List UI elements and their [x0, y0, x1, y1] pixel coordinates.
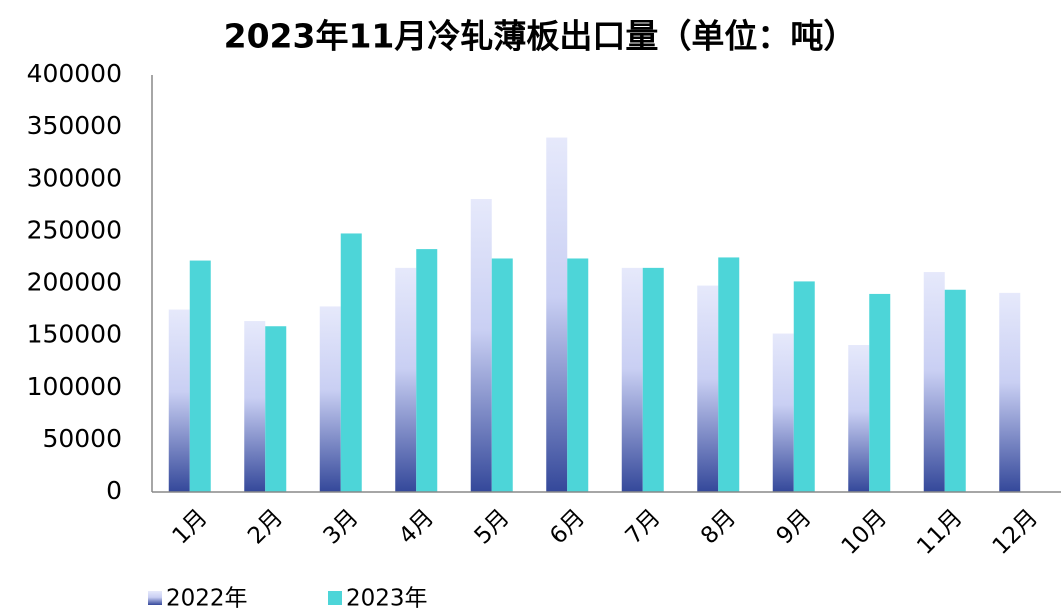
y-tick-label: 300000: [27, 163, 122, 192]
x-tick-label: 6月: [545, 504, 590, 549]
bar: [265, 326, 287, 492]
bar: [869, 293, 891, 492]
x-tick-label: 4月: [394, 504, 439, 549]
chart-title: 2023年11月冷轧薄板出口量（单位：吨）: [224, 17, 857, 56]
bar: [923, 272, 945, 492]
bar: [319, 306, 341, 492]
x-tick-label: 8月: [696, 504, 741, 549]
bar: [642, 267, 664, 492]
x-tick-label: 9月: [772, 504, 817, 549]
x-tick-label: 12月: [988, 504, 1043, 559]
x-tick-label: 3月: [319, 504, 364, 549]
y-tick-label: 50000: [42, 424, 122, 453]
bar: [491, 258, 513, 492]
x-tick-label: 11月: [912, 504, 967, 559]
y-tick-label: 150000: [27, 320, 122, 349]
y-tick-label: 400000: [27, 59, 122, 88]
y-tick-label: 0: [106, 476, 122, 505]
bar: [999, 292, 1021, 492]
bar: [395, 267, 417, 492]
bar: [793, 281, 815, 492]
bar: [718, 257, 740, 492]
y-tick-label: 200000: [27, 268, 122, 297]
x-tick-label: 5月: [470, 504, 515, 549]
bar: [168, 309, 190, 492]
legend-label: 2022年: [166, 586, 248, 612]
bar: [848, 345, 870, 492]
bar: [470, 199, 492, 492]
legend-label: 2023年: [346, 586, 428, 612]
x-tick-label: 1月: [168, 504, 213, 549]
bar: [621, 267, 643, 492]
legend-swatch: [148, 591, 162, 605]
y-tick-label: 250000: [27, 215, 122, 244]
bar: [546, 137, 568, 493]
x-tick-label: 10月: [837, 504, 892, 559]
y-tick-label: 350000: [27, 111, 122, 140]
bar: [416, 249, 438, 492]
bar: [189, 260, 211, 492]
bar: [567, 258, 589, 492]
bar: [944, 289, 966, 492]
x-tick-label: 7月: [621, 504, 666, 549]
y-tick-label: 100000: [27, 372, 122, 401]
bar: [697, 285, 719, 492]
legend-swatch: [328, 591, 342, 605]
bar: [340, 233, 362, 492]
bar: [244, 321, 266, 492]
x-tick-label: 2月: [243, 504, 288, 549]
bar: [772, 333, 794, 492]
